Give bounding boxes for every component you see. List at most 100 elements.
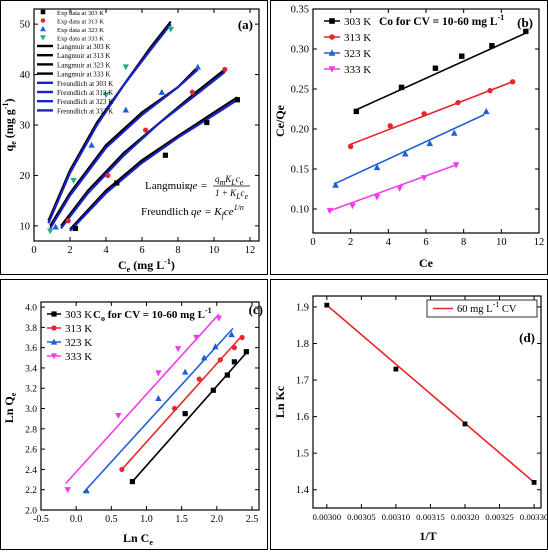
data-point bbox=[231, 345, 237, 351]
fit-line bbox=[60, 71, 226, 230]
x-tick-label: 0.00300 bbox=[313, 512, 342, 522]
y-tick-label: 0.10 bbox=[291, 205, 309, 216]
legend-label: Freundlich at 323 K bbox=[57, 98, 113, 106]
y-tick-label: 1.7 bbox=[296, 376, 309, 387]
legend-label: Exp data at 323 K bbox=[57, 27, 104, 34]
legend-marker bbox=[40, 9, 46, 15]
fit-line bbox=[333, 113, 485, 185]
data-point bbox=[234, 97, 240, 103]
data-point bbox=[462, 421, 468, 427]
legend-label: Exp data at 333 K bbox=[57, 36, 104, 43]
y-tick-label: 0.25 bbox=[291, 85, 309, 96]
y-tick-label: 2.2 bbox=[25, 486, 37, 496]
y-tick-label: 3.0 bbox=[25, 405, 37, 415]
data-point bbox=[450, 129, 458, 136]
legend-label: 323 K bbox=[65, 337, 92, 349]
fit-line bbox=[326, 304, 535, 484]
fit-line bbox=[49, 68, 199, 229]
data-point bbox=[509, 79, 516, 85]
data-point bbox=[239, 334, 245, 341]
data-point bbox=[200, 354, 208, 361]
data-point bbox=[432, 65, 439, 71]
x-tick-label: 2 bbox=[348, 237, 353, 248]
data-point bbox=[396, 185, 403, 192]
data-point bbox=[243, 349, 249, 355]
legend-marker bbox=[50, 353, 58, 360]
data-point bbox=[155, 394, 162, 401]
panel-label: (d) bbox=[519, 330, 535, 345]
y-axis-label: Ln Qe bbox=[2, 392, 18, 423]
y-tick-label: 0.15 bbox=[291, 165, 309, 176]
legend-label: Freundlich at 313 K bbox=[57, 89, 113, 97]
data-point bbox=[129, 478, 136, 485]
y-tick-label: 1.8 bbox=[296, 339, 309, 350]
legend-label: Freundlich at 303 K bbox=[57, 80, 113, 88]
y-axis-label: Ce/Qe bbox=[273, 104, 287, 137]
x-tick-label: 4 bbox=[386, 237, 392, 248]
y-tick-label: 0.30 bbox=[291, 45, 309, 56]
data-point bbox=[114, 180, 120, 186]
legend-label: Langmuir at 313 K bbox=[57, 52, 110, 60]
x-tick-label: 2.0 bbox=[211, 514, 224, 525]
y-tick-label: 2.6 bbox=[25, 446, 37, 456]
data-point bbox=[181, 368, 189, 375]
data-point bbox=[398, 84, 405, 91]
chart-b: 0 2 4 6 8 10 12 0.10 0.15 0.20 0.25 0.30 0.35 303 K 31… bbox=[273, 5, 545, 271]
data-point bbox=[231, 359, 237, 365]
data-point bbox=[210, 387, 216, 393]
data-point bbox=[72, 225, 78, 231]
x-tick-label: 6 bbox=[423, 237, 428, 248]
data-point bbox=[215, 315, 223, 322]
fit-line bbox=[82, 327, 234, 494]
data-point bbox=[143, 127, 149, 133]
x-tick-label: 8 bbox=[175, 245, 180, 256]
legend-marker bbox=[329, 34, 335, 40]
y-tick-label: 10 bbox=[20, 221, 31, 232]
data-point bbox=[88, 141, 95, 148]
data-point bbox=[373, 163, 381, 171]
data-point bbox=[387, 123, 393, 129]
x-tick-label: 4 bbox=[103, 245, 109, 256]
data-point bbox=[531, 480, 537, 485]
legend-label: 333 K bbox=[344, 64, 371, 76]
x-tick-label: 0.5 bbox=[105, 514, 118, 525]
legend-label: 323 K bbox=[344, 48, 371, 60]
x-tick-label: 12 bbox=[534, 237, 545, 248]
x-tick-label: 8 bbox=[461, 237, 466, 248]
panel-a-container: 0 2 4 6 8 10 12 10 20 30 40 50 Exp data at 303 K Exp … bbox=[0, 0, 268, 275]
x-tick-label: 0.00325 bbox=[485, 512, 514, 522]
x-tick-label: -0.5 bbox=[33, 514, 49, 525]
legend-marker bbox=[40, 25, 46, 32]
y-tick-label: 1.4 bbox=[296, 485, 310, 496]
data-point bbox=[489, 43, 495, 49]
y-tick-label: 0.20 bbox=[291, 125, 309, 136]
data-point bbox=[487, 87, 493, 94]
y-tick-label: 2.8 bbox=[25, 425, 37, 435]
x-axis-label: Ce (mg L-1) bbox=[118, 257, 175, 274]
x-tick-label: 1.5 bbox=[175, 514, 188, 525]
data-point bbox=[332, 181, 339, 188]
y-tick-label: 4.0 bbox=[25, 304, 37, 314]
freundlich-label: Freundlich bbox=[141, 206, 189, 218]
data-point bbox=[162, 152, 168, 158]
data-point bbox=[452, 162, 460, 169]
legend-marker bbox=[51, 311, 57, 317]
langmuir-denominator: 1 + KLce bbox=[215, 188, 249, 201]
fit-line bbox=[121, 334, 243, 470]
x-tick-label: 2.5 bbox=[246, 514, 259, 525]
legend-label: Langmuir at 303 K bbox=[57, 43, 110, 51]
chart-c: -0.5 0.0 0.5 1.0 1.5 2.0 2.5 2.0 2.2 2.4 2.6 2.8 3.0… bbox=[2, 301, 263, 547]
fit-line bbox=[327, 163, 459, 213]
data-point bbox=[222, 66, 228, 73]
panel-label: (c) bbox=[249, 302, 263, 317]
x-tick-label: 12 bbox=[245, 245, 256, 256]
data-point bbox=[174, 346, 182, 353]
data-point bbox=[204, 119, 210, 126]
data-point bbox=[212, 343, 219, 350]
data-point bbox=[52, 223, 59, 230]
legend-label: 303 K bbox=[65, 309, 92, 321]
langmuir-lhs: qe = bbox=[187, 180, 208, 192]
fit-line bbox=[348, 80, 515, 146]
panel-label: (a) bbox=[238, 17, 253, 32]
data-point bbox=[228, 331, 235, 338]
